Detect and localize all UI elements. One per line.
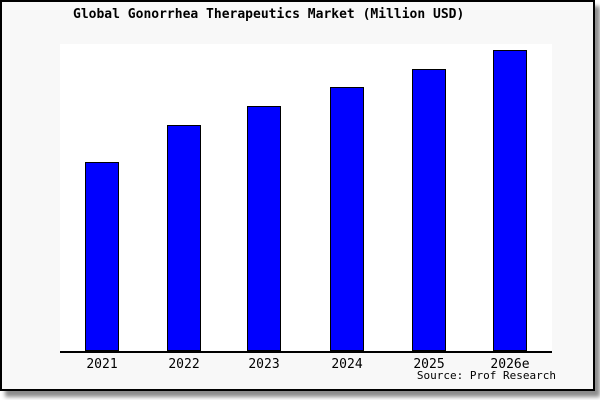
x-tick-label-2021: 2021: [86, 357, 118, 372]
x-tick-label-2023: 2023: [248, 357, 280, 372]
x-tick-label-2026e: 2026e: [490, 357, 530, 372]
x-tick-label-2024: 2024: [331, 357, 363, 372]
bar-2024: [330, 87, 364, 351]
chart-title: Global Gonorrhea Therapeutics Market (Mi…: [73, 7, 465, 22]
bar-2025: [412, 69, 446, 351]
bar-2023: [247, 106, 281, 351]
x-tick-label-2025: 2025: [413, 357, 445, 372]
bar-2022: [167, 125, 201, 351]
plot-area: [60, 44, 552, 353]
source-attribution: Source: Prof Research: [416, 369, 556, 382]
bar-2026e: [493, 50, 527, 351]
x-tick-label-2022: 2022: [168, 357, 200, 372]
bar-2021: [85, 162, 119, 351]
chart-card: Global Gonorrhea Therapeutics Market (Mi…: [0, 0, 595, 391]
